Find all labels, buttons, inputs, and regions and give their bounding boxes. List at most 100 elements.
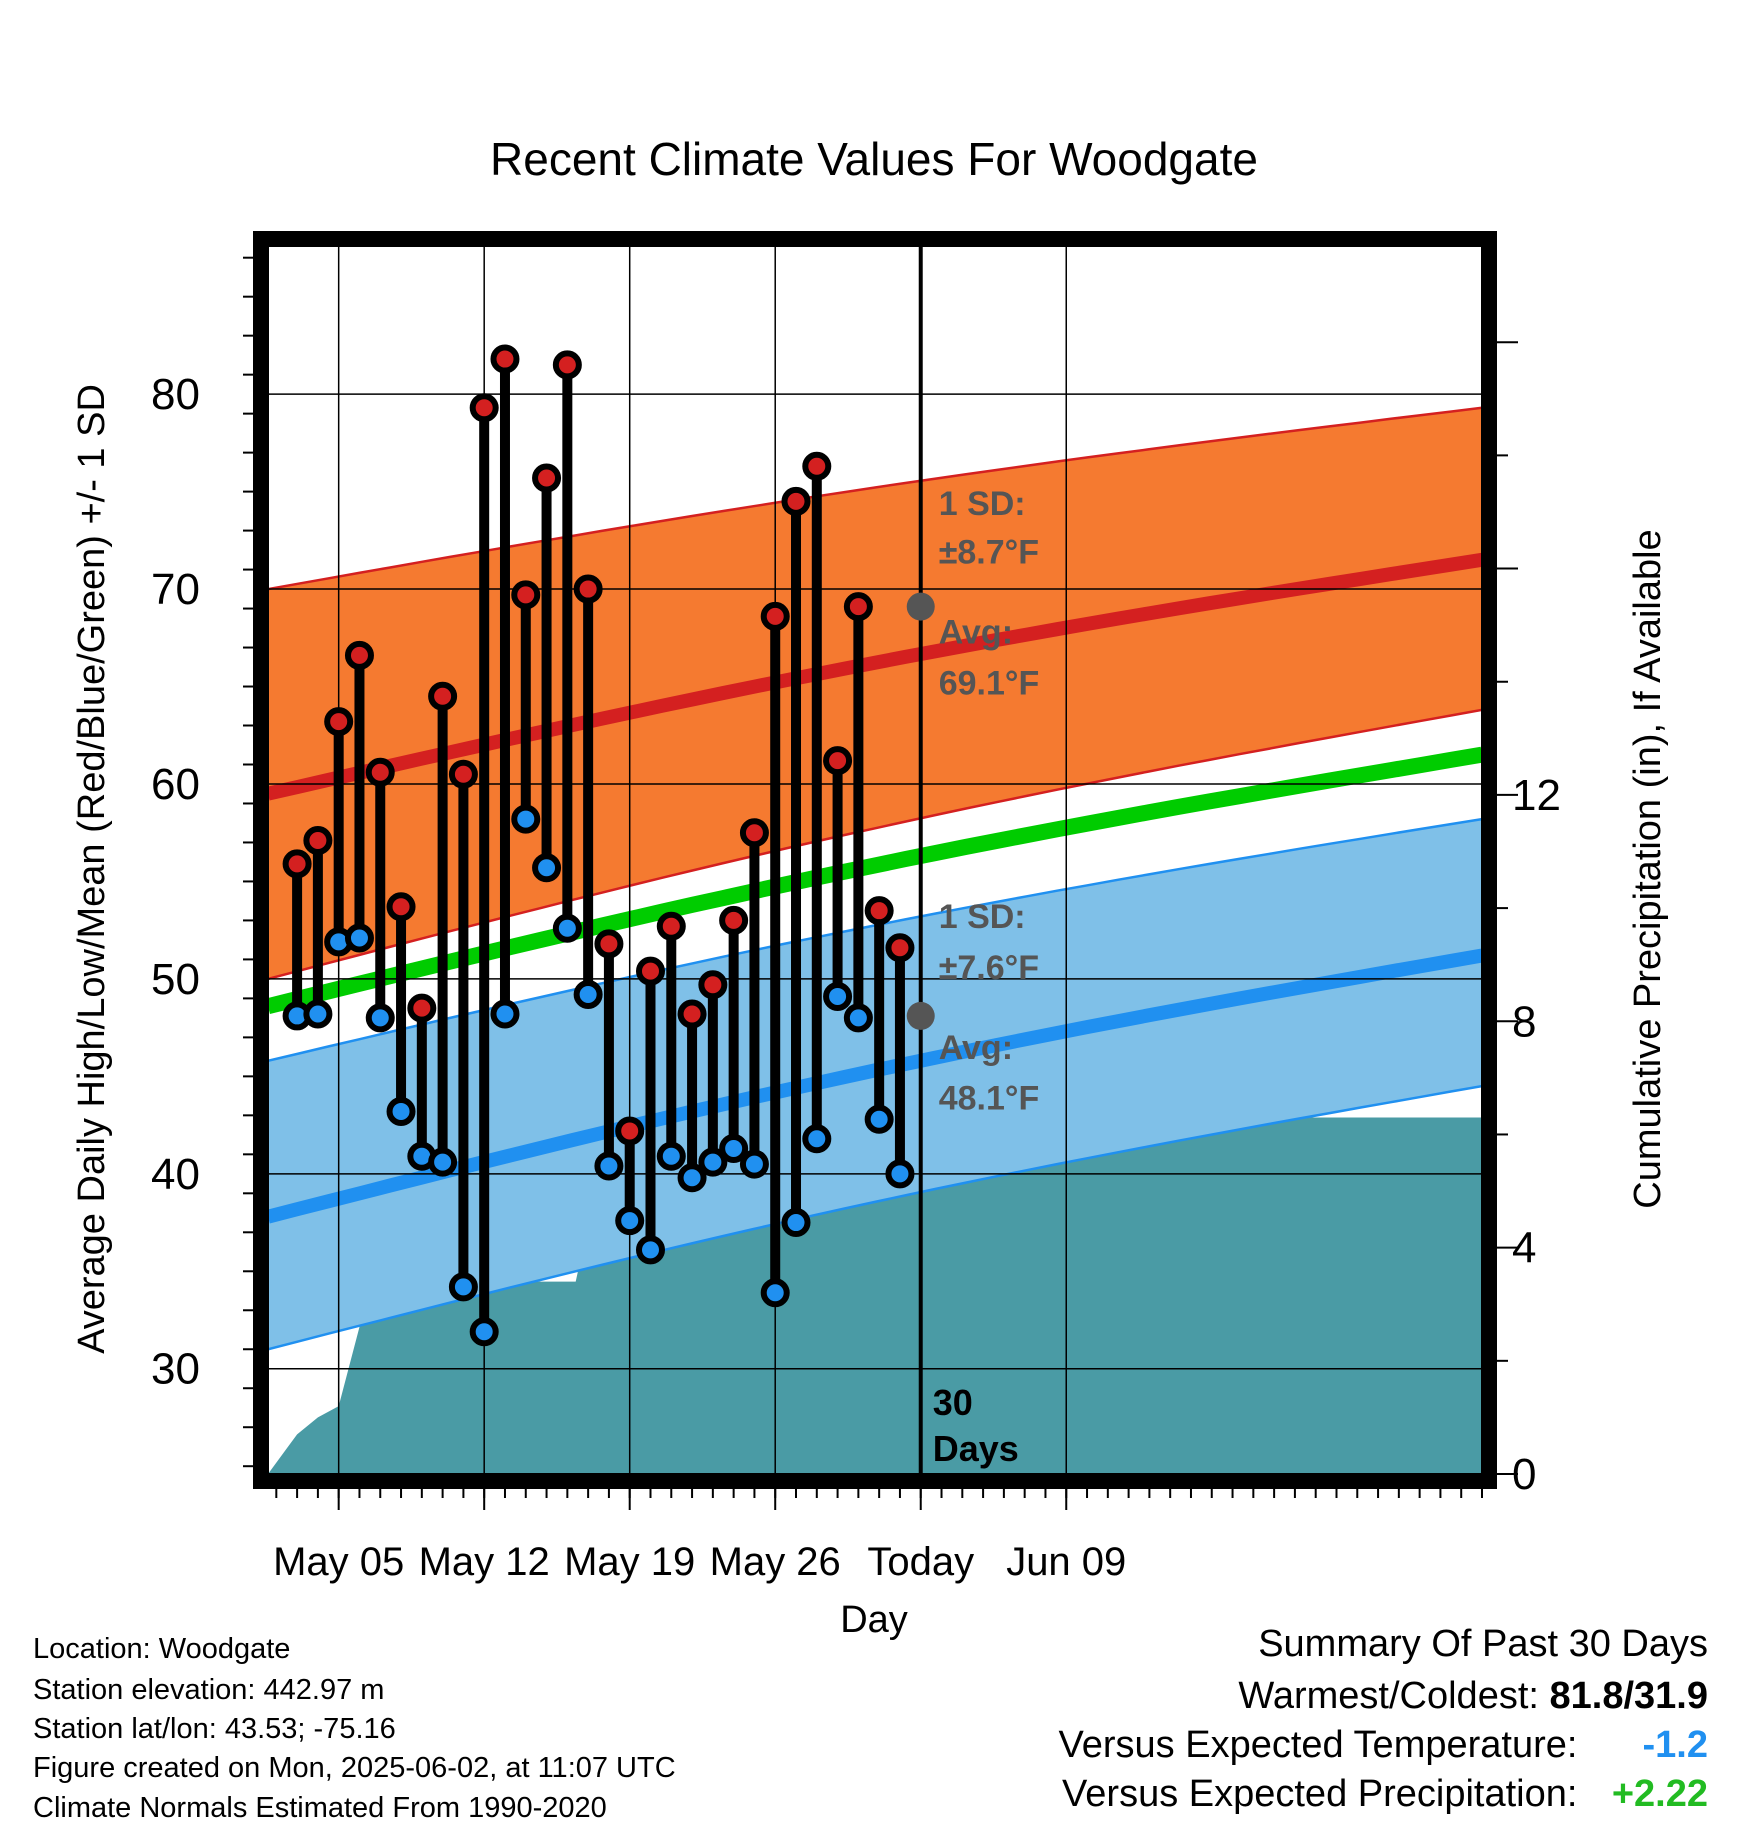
summary-title-text: Summary Of Past 30 Days: [1258, 1623, 1708, 1665]
low-point: [719, 1133, 749, 1163]
low-point: [365, 1003, 395, 1033]
low-point: [635, 1235, 665, 1265]
low-sd-value: ±7.6°F: [939, 949, 1039, 987]
high-point: [760, 601, 790, 631]
y2-axis-label: Cumulative Precipitation (in), If Availa…: [1627, 529, 1669, 1208]
low-point: [698, 1147, 728, 1177]
low-point: [802, 1124, 832, 1154]
low-point: [344, 923, 374, 953]
low-point: [303, 999, 333, 1029]
high-sd-label: 1 SD:: [939, 485, 1026, 523]
low-point: [532, 853, 562, 883]
high-point: [573, 574, 603, 604]
y2-tick-label: 8: [1512, 997, 1536, 1046]
high-point: [739, 818, 769, 848]
high-point: [428, 681, 458, 711]
low-point: [573, 979, 603, 1009]
plot-clip-group: [268, 246, 1482, 1474]
x-tick-label: May 19: [564, 1540, 695, 1584]
low-point: [843, 1003, 873, 1033]
x-tick-label: Jun 09: [1006, 1540, 1126, 1584]
low-point: [864, 1104, 894, 1134]
high-sd-value: ±8.7°F: [939, 534, 1039, 572]
low-point: [656, 1141, 686, 1171]
today-low-marker: [906, 1001, 935, 1030]
summary-title: Summary Of Past 30 Days: [1258, 1625, 1708, 1663]
high-sd-band-upper-edge: [268, 406, 1482, 591]
y2-tick-label: 0: [1512, 1450, 1536, 1499]
y-tick-label: 60: [151, 760, 200, 809]
x-tick-label: Today: [867, 1540, 974, 1584]
low-point: [448, 1272, 478, 1302]
x-tick-label: May 12: [419, 1540, 550, 1584]
high-point: [365, 757, 395, 787]
precip-area: [268, 1117, 1482, 1474]
warm-label: Warmest/Coldest:: [1238, 1675, 1539, 1717]
y2-tick-label: 4: [1512, 1224, 1536, 1273]
x-tick-label: May 26: [710, 1540, 841, 1584]
high-point: [594, 929, 624, 959]
high-normal-line: [268, 552, 1482, 801]
y-tick-label: 50: [151, 955, 200, 1004]
low-point: [428, 1147, 458, 1177]
high-point: [843, 592, 873, 622]
x-axis-label: Day: [840, 1599, 908, 1641]
high-point: [656, 911, 686, 941]
high-point: [511, 580, 541, 610]
high-avg-label: Avg:: [939, 614, 1013, 652]
y-tick-label: 40: [151, 1150, 200, 1199]
temp-value: -1.2: [1642, 1724, 1708, 1766]
high-point: [719, 905, 749, 935]
info-created: Figure created on Mon, 2025-06-02, at 11…: [33, 1752, 676, 1784]
high-point: [781, 486, 811, 516]
low-point: [386, 1096, 416, 1126]
plot-frame: [253, 231, 1497, 1489]
low-point: [823, 981, 853, 1011]
high-point: [864, 896, 894, 926]
high-point: [282, 849, 312, 879]
high-point: [324, 707, 354, 737]
high-point: [303, 826, 333, 856]
precip-label: Versus Expected Precipitation:: [1062, 1773, 1578, 1815]
low-point: [739, 1149, 769, 1179]
low-point: [552, 913, 582, 943]
low-avg-label: Avg:: [939, 1029, 1013, 1067]
low-point: [885, 1159, 915, 1189]
low-point: [760, 1278, 790, 1308]
chart-title: Recent Climate Values For Woodgate: [490, 133, 1258, 185]
low-sd-label: 1 SD:: [939, 898, 1026, 936]
low-point: [615, 1206, 645, 1236]
high-point: [532, 463, 562, 493]
high-point: [823, 746, 853, 776]
low-point: [469, 1317, 499, 1347]
high-point: [386, 892, 416, 922]
high-point: [407, 993, 437, 1023]
high-point: [635, 956, 665, 986]
high-sd-band-lower-edge: [268, 708, 1482, 981]
info-location: Location: Woodgate: [33, 1633, 291, 1665]
high-point: [802, 451, 832, 481]
high-point: [677, 999, 707, 1029]
y-tick-label: 30: [151, 1345, 200, 1394]
high-point: [698, 970, 728, 1000]
summary-warm-row: Warmest/Coldest: 81.8/31.9: [1238, 1677, 1708, 1715]
precip-value: +2.22: [1611, 1773, 1708, 1815]
high-point: [885, 933, 915, 963]
today-high-marker: [906, 592, 935, 621]
info-latlon: Station lat/lon: 43.53; -75.16: [33, 1713, 396, 1745]
low-point: [594, 1151, 624, 1181]
high-point: [344, 640, 374, 670]
high-point: [448, 759, 478, 789]
x-tick-label: May 05: [273, 1540, 404, 1584]
low-point: [781, 1208, 811, 1238]
y-tick-label: 80: [151, 370, 200, 419]
high-point: [490, 344, 520, 374]
y2-tick-label: 12: [1512, 771, 1561, 820]
y-axis-label: Average Daily High/Low/Mean (Red/Blue/Gr…: [71, 384, 113, 1354]
high-point: [469, 393, 499, 423]
summary-precip-row: Versus Expected Precipitation: +2.22: [1062, 1775, 1708, 1813]
period-number: 30: [933, 1382, 973, 1423]
y-tick-label: 70: [151, 565, 200, 614]
high-point: [615, 1116, 645, 1146]
